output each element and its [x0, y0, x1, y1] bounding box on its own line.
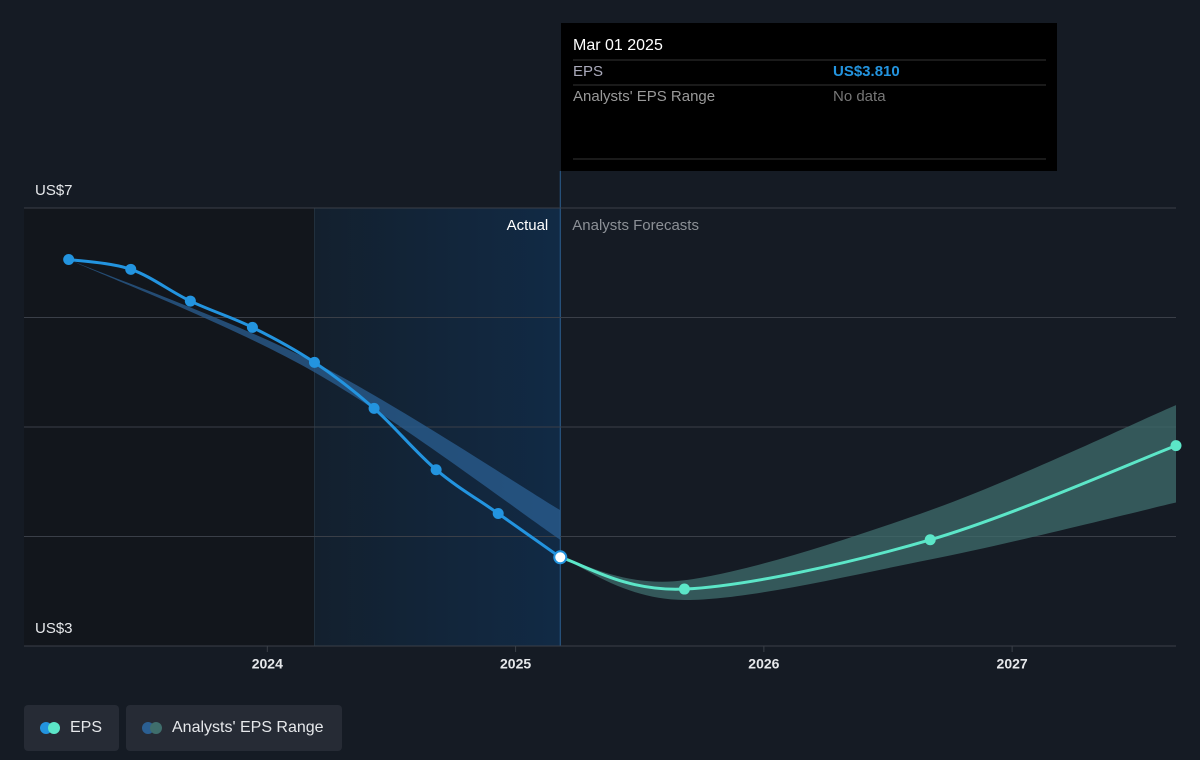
x-tick-label: 2024	[252, 656, 283, 672]
tooltip-date: Mar 01 2025	[573, 37, 663, 54]
eps-line	[559, 444, 1177, 591]
chart: US$3 US$7 2024 2025 2026 2027 Actual Analysts F…	[24, 23, 1182, 672]
eps-point	[678, 583, 690, 595]
eps-point	[368, 402, 380, 414]
tooltip-label: EPS	[573, 63, 603, 80]
x-tick-label: 2027	[997, 656, 1028, 672]
eps-point	[492, 508, 504, 520]
eps-point	[1170, 440, 1182, 452]
eps-point	[924, 534, 936, 546]
eps-point	[308, 356, 320, 368]
x-tick-label: 2026	[748, 656, 779, 672]
eps-point	[63, 253, 75, 265]
tooltip-value: US$3.810	[833, 63, 900, 80]
range-band	[560, 405, 1176, 601]
tooltip-box	[561, 23, 1057, 171]
annotation: Actual	[507, 217, 549, 234]
legend-dot	[150, 722, 162, 734]
current-point	[553, 550, 568, 565]
legend-dot	[48, 722, 60, 734]
legend-label: Analysts' EPS Range	[172, 719, 324, 736]
eps-point	[246, 321, 258, 333]
y-tick-label: US$3	[35, 620, 73, 637]
x-tick-label: 2025	[500, 656, 531, 672]
legend-label: EPS	[70, 719, 103, 736]
annotation: Analysts Forecasts	[572, 217, 699, 234]
eps-point	[184, 295, 196, 307]
tooltip-value: No data	[833, 88, 886, 105]
y-tick-label: US$7	[35, 182, 73, 199]
eps-point	[430, 464, 442, 476]
eps-point	[125, 263, 137, 275]
legend-range[interactable]: Analysts' EPS Range	[126, 705, 342, 751]
tooltip-label: Analysts' EPS Range	[573, 88, 715, 105]
legend-eps[interactable]: EPS	[24, 705, 119, 751]
